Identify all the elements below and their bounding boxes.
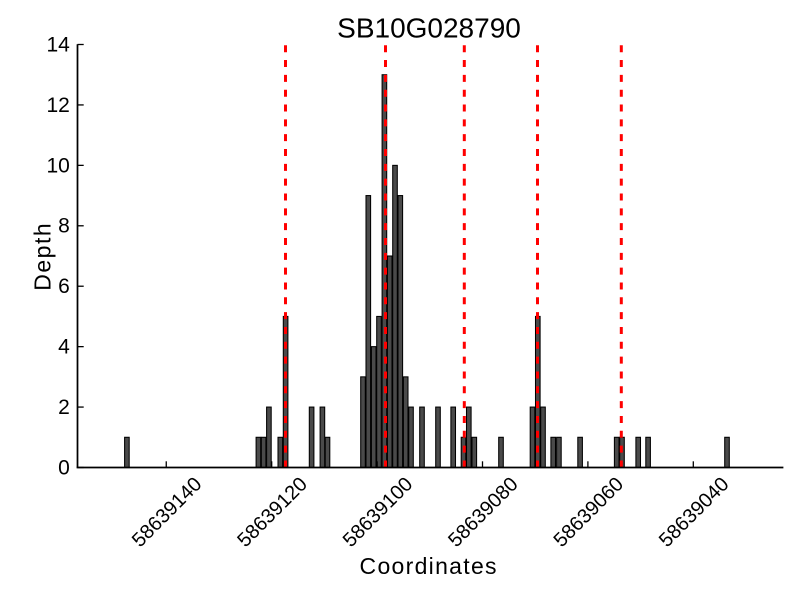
svg-text:58639080: 58639080 [444,473,522,551]
svg-text:2: 2 [58,396,70,419]
svg-text:Depth: Depth [30,222,56,291]
svg-text:SB10G028790: SB10G028790 [337,13,521,44]
svg-text:12: 12 [46,94,69,117]
svg-text:14: 14 [46,33,70,56]
svg-text:Coordinates: Coordinates [360,553,498,579]
svg-text:58639060: 58639060 [550,473,628,551]
svg-text:58639120: 58639120 [233,473,311,551]
svg-text:4: 4 [58,336,70,359]
svg-text:6: 6 [58,275,70,298]
svg-text:58639140: 58639140 [128,473,206,551]
svg-text:0: 0 [58,456,70,479]
svg-text:10: 10 [46,154,69,177]
svg-text:58639040: 58639040 [655,473,733,551]
svg-text:8: 8 [58,215,70,238]
svg-text:58639100: 58639100 [339,473,417,551]
